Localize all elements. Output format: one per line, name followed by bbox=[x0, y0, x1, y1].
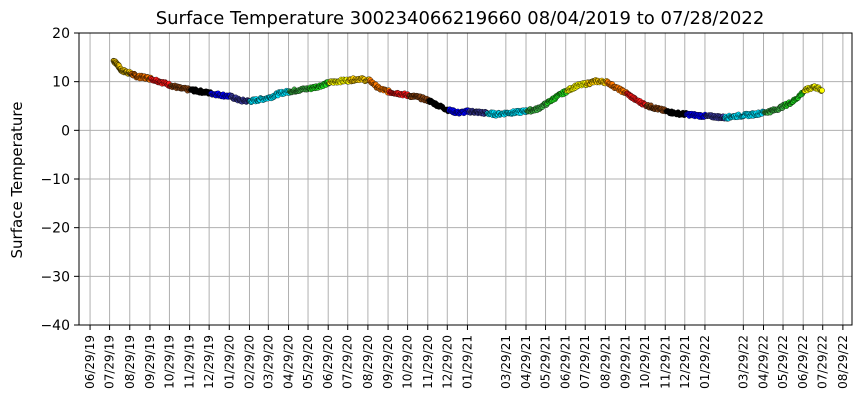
y-tick-label: 10 bbox=[52, 75, 70, 91]
x-tick-label: 01/29/21 bbox=[460, 335, 474, 389]
x-tick-label: 07/29/20 bbox=[341, 335, 355, 389]
x-tick-label: 12/29/20 bbox=[440, 335, 454, 389]
x-tick-label: 12/29/21 bbox=[678, 335, 692, 389]
x-tick-label: 07/29/21 bbox=[578, 335, 592, 389]
x-tick-label: 01/29/20 bbox=[222, 335, 236, 389]
data-point bbox=[819, 87, 825, 94]
x-axis: 06/29/19 07/29/19 08/29/19 09/29/19 10/29/19… bbox=[83, 325, 850, 389]
x-tick-label: 06/29/19 bbox=[83, 335, 97, 389]
y-tick-label: −40 bbox=[40, 318, 70, 334]
x-tick-label: 09/29/19 bbox=[143, 335, 157, 389]
y-axis: 20 10 0 −10 −20 −30 −40 bbox=[40, 26, 79, 334]
x-tick-label: 01/29/22 bbox=[698, 335, 712, 389]
x-tick-label: 11/29/21 bbox=[658, 335, 672, 389]
x-tick-label: 07/29/19 bbox=[103, 335, 117, 389]
x-tick-label: 06/29/20 bbox=[321, 335, 335, 389]
x-tick-label: 04/29/22 bbox=[757, 335, 771, 389]
x-tick-label: 06/29/22 bbox=[796, 335, 810, 389]
x-tick-label: 03/29/20 bbox=[261, 335, 275, 389]
x-tick-label: 12/29/19 bbox=[202, 335, 216, 389]
y-tick-label: −10 bbox=[40, 172, 70, 188]
x-tick-label: 08/29/20 bbox=[361, 335, 375, 389]
x-tick-label: 11/29/20 bbox=[421, 335, 435, 389]
x-tick-label: 08/29/22 bbox=[836, 335, 850, 389]
x-tick-label: 03/29/21 bbox=[499, 335, 513, 389]
x-tick-label: 04/29/21 bbox=[519, 335, 533, 389]
x-tick-label: 11/29/19 bbox=[183, 335, 197, 389]
x-tick-label: 06/29/21 bbox=[559, 335, 573, 389]
y-tick-label: 0 bbox=[61, 123, 70, 139]
x-tick-label: 08/29/21 bbox=[598, 335, 612, 389]
x-tick-label: 05/29/22 bbox=[776, 335, 790, 389]
x-tick-label: 07/29/22 bbox=[816, 335, 830, 389]
x-tick-label: 09/29/21 bbox=[619, 335, 633, 389]
y-tick-label: −20 bbox=[40, 221, 70, 237]
x-tick-label: 08/29/19 bbox=[123, 335, 137, 389]
data-points bbox=[110, 57, 825, 122]
grid bbox=[79, 32, 852, 326]
y-tick-label: 20 bbox=[52, 26, 70, 42]
x-tick-label: 10/29/20 bbox=[401, 335, 415, 389]
x-tick-label: 04/29/20 bbox=[282, 335, 296, 389]
y-tick-label: −30 bbox=[40, 269, 70, 285]
y-axis-label: Surface Temperature bbox=[8, 102, 26, 259]
x-tick-label: 10/29/19 bbox=[162, 335, 176, 389]
x-tick-label: 03/29/22 bbox=[736, 335, 750, 389]
x-tick-label: 09/29/20 bbox=[381, 335, 395, 389]
x-tick-label: 05/29/21 bbox=[539, 335, 553, 389]
x-tick-label: 05/29/20 bbox=[301, 335, 315, 389]
x-tick-label: 02/29/20 bbox=[242, 335, 256, 389]
chart-title: Surface Temperature 300234066219660 08/0… bbox=[156, 8, 765, 29]
x-tick-label: 10/29/21 bbox=[638, 335, 652, 389]
